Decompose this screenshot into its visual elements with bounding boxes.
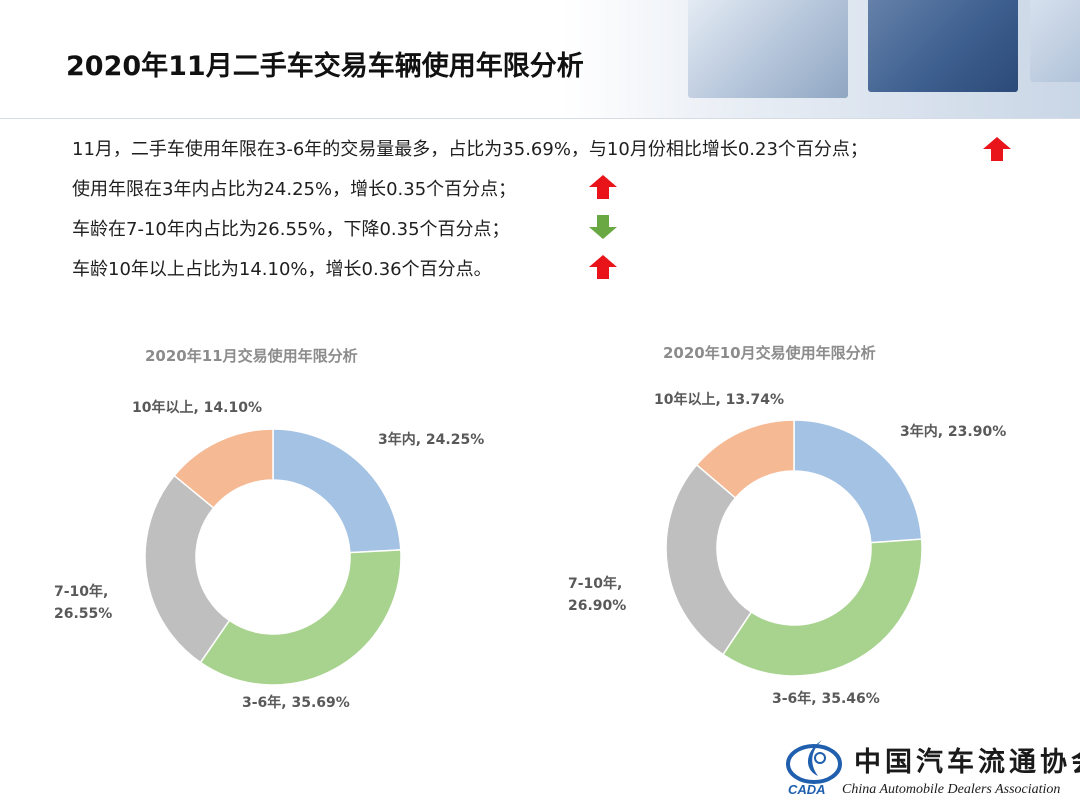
donut-chart-oct: 3年内, 23.90% 3-6年, 35.46% 7-10年, 26.90% 10年以上… <box>568 391 1006 707</box>
donut-chart-nov: 3年内, 24.25% 3-6年, 35.69% 7-10年, 26.55% 10年以上… <box>54 399 484 711</box>
data-label-3: 7-10年, 26.90% <box>568 575 626 614</box>
donut-slice-3 <box>144 474 231 664</box>
logo-chinese-name: 中国汽车流通协会 <box>854 747 1080 778</box>
logo-english-name: China Automobile Dealers Association <box>842 782 1061 797</box>
donut-slice-4 <box>695 419 795 500</box>
arrow-down-icon <box>589 215 617 239</box>
data-label-4: 10年以上, 14.10% <box>132 399 262 416</box>
decor-cube <box>688 0 848 98</box>
arrow-up-icon <box>589 255 617 279</box>
data-label-4: 10年以上, 13.74% <box>654 391 784 408</box>
summary-line-2: 使用年限在3年内占比为24.25%，增长0.35个百分点； <box>72 179 517 200</box>
donut-slice-3 <box>665 463 753 656</box>
svg-text:CADA: CADA <box>788 782 826 797</box>
arrow-up-icon <box>983 137 1011 161</box>
decor-cube <box>1030 0 1080 82</box>
data-label-1: 3年内, 23.90% <box>900 423 1006 440</box>
donut-slice-2 <box>721 538 923 677</box>
page-title: 2020年11月二手车交易车辆使用年限分析 <box>66 51 584 82</box>
chart-title-nov: 2020年11月交易使用年限分析 <box>145 347 358 365</box>
data-label-2: 3-6年, 35.46% <box>772 690 880 707</box>
header-banner: 2020年11月二手车交易车辆使用年限分析 <box>0 0 1080 119</box>
data-label-1: 3年内, 24.25% <box>378 431 484 448</box>
data-label-2: 3-6年, 35.69% <box>242 694 350 711</box>
cada-logo: CADA 中国汽车流通协会 China Automobile Dealers A… <box>782 736 1080 802</box>
decor-cube <box>868 0 1018 92</box>
donut-slice-4 <box>173 428 274 510</box>
summary-line-1: 11月，二手车使用年限在3-6年的交易量最多，占比为35.69%，与10月份相比… <box>72 139 868 160</box>
summary-line-4: 车龄10年以上占比为14.10%，增长0.36个百分点。 <box>72 259 492 280</box>
data-label-3: 7-10年, 26.55% <box>54 583 112 622</box>
summary-line-3: 车龄在7-10年内占比为26.55%，下降0.35个百分点； <box>72 219 510 240</box>
arrow-up-icon <box>589 175 617 199</box>
donut-slice-2 <box>199 549 402 686</box>
chart-title-oct: 2020年10月交易使用年限分析 <box>663 344 876 362</box>
cada-emblem-icon: CADA <box>786 740 842 797</box>
donut-slice-1 <box>793 419 923 544</box>
donut-slice-1 <box>272 428 402 554</box>
